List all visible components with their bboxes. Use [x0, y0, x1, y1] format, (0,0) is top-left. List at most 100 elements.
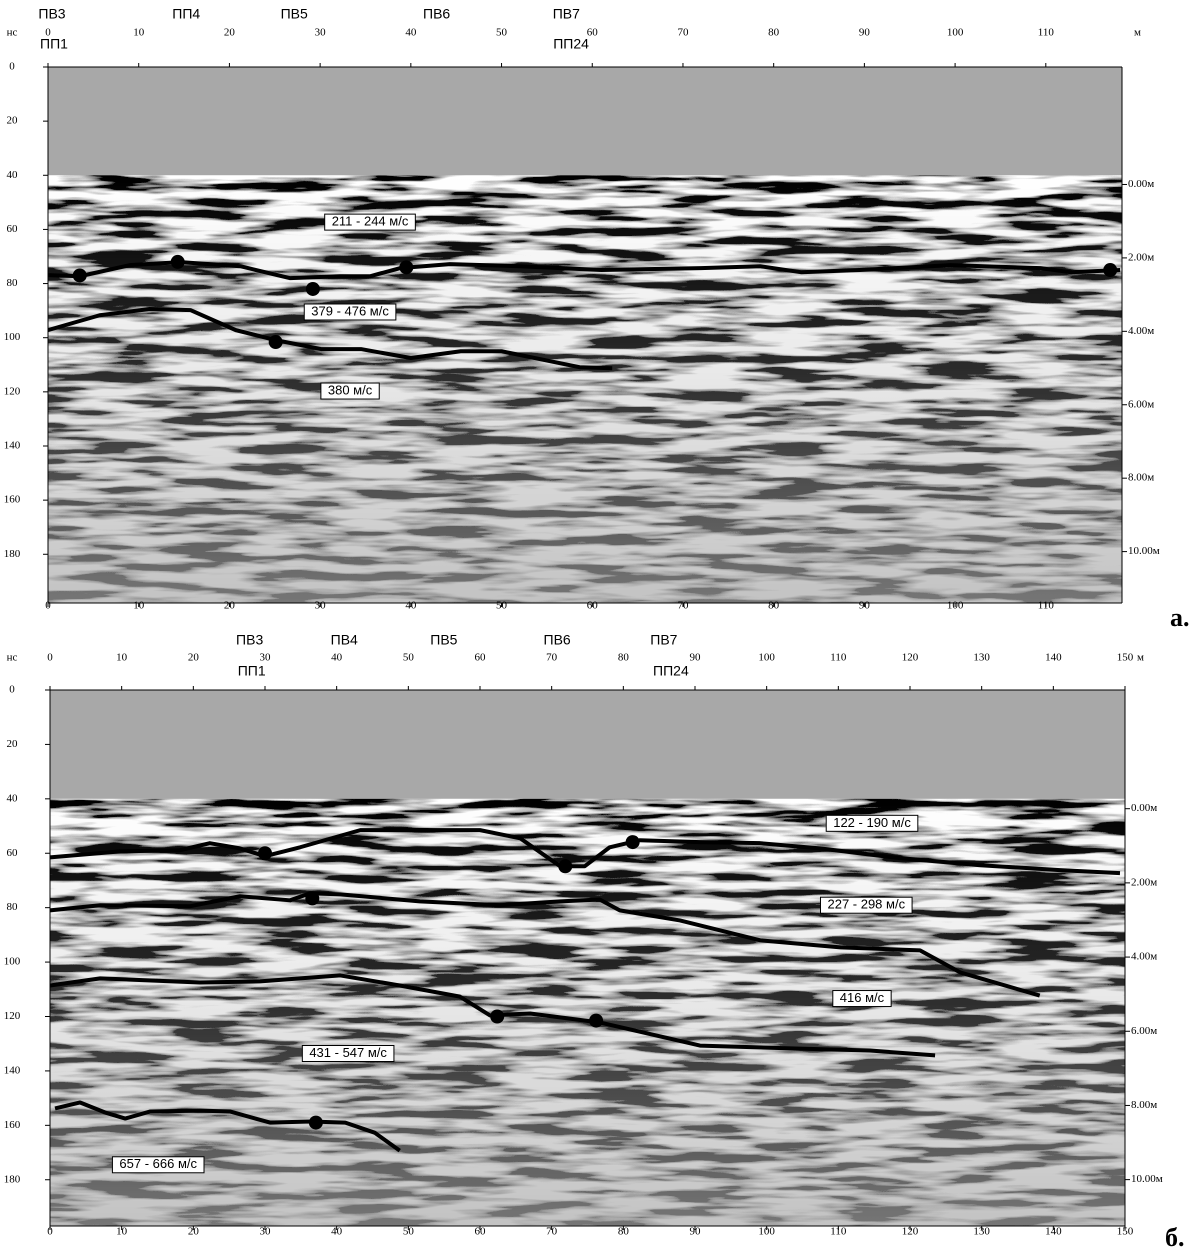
- pick-point: [258, 846, 272, 861]
- annotation-box: [324, 213, 416, 231]
- x-tick-label: 110: [830, 652, 847, 664]
- annotation-box: [303, 303, 397, 321]
- horizon: [47, 260, 1121, 281]
- y-tick-label: 20: [7, 738, 19, 750]
- annotation-box: [301, 1045, 395, 1063]
- x-tick-label: 40: [405, 600, 417, 612]
- x-tick-label: 80: [768, 600, 780, 612]
- y-tick-label: 180: [4, 1173, 21, 1185]
- x-unit: м: [1134, 27, 1141, 39]
- x-tick-label: 90: [859, 600, 871, 612]
- panel-label: б.: [1165, 1223, 1185, 1252]
- y-tick-label: 60: [7, 847, 19, 859]
- y-unit: нс: [7, 652, 18, 664]
- x-tick-label: 30: [315, 600, 327, 612]
- x-tick-label: 120: [902, 652, 919, 664]
- y2-tick-label: 6.00м: [1128, 398, 1154, 410]
- x-tick-label: 40: [331, 652, 343, 664]
- x-tick-label: 110: [830, 1226, 847, 1238]
- radargram: [48, 175, 1122, 603]
- x-tick-label: 50: [403, 1226, 415, 1238]
- y2-tick-label: 0.00м: [1131, 802, 1157, 814]
- radargram-air: [48, 67, 1122, 176]
- x-tick-label: 90: [690, 1226, 702, 1238]
- annotation: 227 - 298 м/с: [827, 897, 905, 912]
- x-tick-label: 140: [1045, 1226, 1062, 1238]
- x-tick-label: 10: [116, 1226, 128, 1238]
- x-tick-label: 70: [546, 1226, 558, 1238]
- x-tick-label: 10: [133, 27, 145, 39]
- y-tick-label: 100: [4, 956, 21, 968]
- annotation-box: [111, 1156, 205, 1174]
- x-tick-label: 10: [133, 600, 145, 612]
- y2-tick-label: 8.00м: [1131, 1099, 1157, 1111]
- y2-tick-label: 6.00м: [1131, 1025, 1157, 1037]
- annotation-box: [825, 814, 919, 832]
- horizon: [49, 828, 1121, 876]
- x-tick-label: 60: [475, 1226, 487, 1238]
- x-tick-label: 130: [973, 652, 990, 664]
- x-tick-label: 150: [1117, 652, 1134, 664]
- y-tick-label: 40: [7, 169, 19, 181]
- annotation: 657 - 666 м/с: [119, 1156, 197, 1171]
- x-tick-label: 80: [768, 27, 780, 39]
- y2-tick-label: 10.00м: [1128, 545, 1160, 557]
- y-tick-label: 120: [4, 385, 21, 397]
- y-unit: нс: [7, 27, 18, 39]
- horizon: [47, 307, 613, 371]
- y-tick-label: 60: [7, 223, 19, 235]
- annotation: 122 - 190 м/с: [833, 815, 911, 830]
- annotation-box: [819, 896, 913, 914]
- x-tick-label: 100: [758, 652, 775, 664]
- x-tick-label: 30: [260, 652, 272, 664]
- x-unit: м: [1137, 652, 1144, 664]
- x-tick-label: 150: [1117, 1226, 1134, 1238]
- x-tick-label: 20: [224, 27, 236, 39]
- y-tick-label: 80: [7, 277, 19, 289]
- x-tick-label: 10: [116, 652, 128, 664]
- y2-tick-label: 2.00м: [1128, 251, 1154, 263]
- pick-point: [170, 254, 185, 269]
- y-tick-label: 140: [4, 440, 21, 452]
- x-tick-label: 100: [947, 27, 964, 39]
- y2-tick-label: 10.00м: [1131, 1173, 1163, 1185]
- x-tick-label: 50: [403, 652, 415, 664]
- y-tick-label: 40: [7, 792, 19, 804]
- x-tick-label: 30: [315, 27, 327, 39]
- x-tick-label: 80: [618, 1226, 630, 1238]
- pick-point: [1103, 263, 1118, 278]
- y-tick-label: 160: [4, 1119, 21, 1131]
- horizon: [49, 891, 1041, 998]
- radargram: [50, 798, 1125, 1226]
- y-tick-label: 120: [4, 1010, 21, 1022]
- profile-marker: ПВ3: [38, 6, 65, 22]
- profile-marker: ПВ6: [544, 632, 571, 648]
- horizon: [54, 1100, 401, 1153]
- profile-marker: ПВ5: [430, 632, 457, 648]
- x-tick-label: 60: [587, 600, 599, 612]
- x-tick-label: 20: [224, 600, 236, 612]
- annotation: 416 м/с: [840, 990, 885, 1005]
- y-tick-label: 20: [7, 115, 19, 127]
- x-tick-label: 140: [1045, 652, 1062, 664]
- x-tick-label: 0: [47, 652, 53, 664]
- x-tick-label: 70: [546, 652, 558, 664]
- y2-tick-label: 0.00м: [1128, 178, 1154, 190]
- x-tick-label: 80: [618, 652, 630, 664]
- x-tick-label: 0: [47, 1226, 53, 1238]
- x-tick-label: 120: [902, 1226, 919, 1238]
- x-tick-label: 60: [475, 652, 487, 664]
- profile-marker: ПВ3: [236, 632, 263, 648]
- profile-marker: ПВ6: [423, 6, 450, 22]
- pick-point: [305, 891, 320, 906]
- y2-tick-label: 8.00м: [1128, 472, 1154, 484]
- pick-point: [490, 1009, 505, 1024]
- x-tick-label: 70: [677, 27, 689, 39]
- profile-marker: ПП24: [553, 36, 589, 52]
- annotation-box: [832, 990, 892, 1008]
- x-tick-label: 20: [188, 652, 200, 664]
- pick-point: [399, 260, 414, 275]
- y-tick-label: 140: [4, 1064, 21, 1076]
- profile-marker: ПВ7: [553, 6, 580, 22]
